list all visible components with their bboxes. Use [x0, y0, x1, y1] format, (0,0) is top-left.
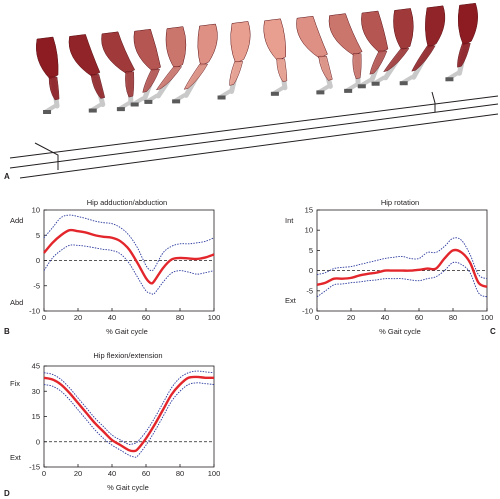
- chart-d-xtick-label: 100: [208, 469, 221, 478]
- chart-b-xtick-label: 40: [108, 313, 116, 322]
- panel-label-c: C: [490, 327, 496, 336]
- leg-frame: [144, 26, 187, 104]
- chart-b-ytick-label: -5: [33, 281, 40, 290]
- chart-c-side-top: Int: [285, 216, 294, 225]
- chart-c-xtick-label: 80: [449, 313, 457, 322]
- chart-d-series-lower: [43, 382, 215, 458]
- leg-frame: [371, 8, 414, 86]
- chart-d-ytick-label: -15: [29, 463, 40, 472]
- chart-b-ytick-label: 10: [32, 206, 40, 215]
- panel-label-d: D: [4, 489, 10, 498]
- chart-c-ytick-label: -10: [302, 307, 313, 316]
- leg-frame: [217, 21, 251, 100]
- chart-d-xlabel: % Gait cycle: [107, 483, 149, 492]
- leg-frame: [172, 23, 218, 104]
- chart-hip-adduction-abduction: Hip adduction/abduction Add Abd % Gait c…: [4, 198, 220, 336]
- leg-frame: [445, 2, 478, 82]
- chart-d-side-bottom: Ext: [10, 453, 22, 462]
- chart-b-ytick-label: -10: [29, 307, 40, 316]
- chart-c-frame: [316, 209, 488, 312]
- chart-c-xlabel: % Gait cycle: [379, 327, 421, 336]
- chart-d-xtick-label: 40: [108, 469, 116, 478]
- chart-c-series-upper: [316, 237, 488, 280]
- chart-c-series-lower: [316, 261, 488, 298]
- chart-c-xtick-label: 60: [415, 313, 423, 322]
- chart-d-series-upper: [43, 370, 215, 445]
- chart-c-xtick-label: 20: [347, 313, 355, 322]
- gait-illustration: A: [4, 2, 499, 181]
- chart-b-ytick-label: 0: [36, 256, 40, 265]
- chart-b-xtick-label: 100: [208, 313, 221, 322]
- chart-b-xlabel: % Gait cycle: [106, 327, 148, 336]
- leg-frame: [357, 10, 389, 89]
- chart-d-title: Hip flexion/extension: [93, 351, 162, 360]
- chart-b-series-upper: [43, 214, 215, 272]
- chart-b-series-mean: [43, 228, 215, 285]
- leg-frame: [101, 31, 136, 112]
- chart-c-ytick-label: 0: [309, 266, 313, 275]
- chart-d-xtick-label: 80: [176, 469, 184, 478]
- leg-frame: [328, 13, 363, 93]
- chart-c-xtick-label: 0: [315, 313, 319, 322]
- chart-d-frame: [43, 365, 215, 468]
- leg-frame: [296, 15, 333, 95]
- leg-frame: [399, 5, 446, 86]
- chart-b-xtick-label: 60: [142, 313, 150, 322]
- chart-d-xtick-label: 60: [142, 469, 150, 478]
- chart-c-ytick-label: -5: [306, 286, 313, 295]
- chart-d-ytick-label: 0: [36, 437, 40, 446]
- chart-b-xtick-label: 0: [42, 313, 46, 322]
- leg-frame: [263, 18, 288, 96]
- chart-b-xtick-label: 80: [176, 313, 184, 322]
- chart-c-side-bottom: Ext: [285, 296, 297, 305]
- chart-b-xtick-label: 20: [74, 313, 82, 322]
- chart-c-xtick-label: 40: [381, 313, 389, 322]
- leg-frame: [130, 28, 161, 107]
- panel-label-a: A: [4, 172, 10, 181]
- chart-b-side-top: Add: [10, 216, 23, 225]
- chart-hip-rotation: Hip rotation Int Ext % Gait cycle C 0 20 4…: [285, 198, 496, 336]
- chart-d-ytick-label: 45: [32, 362, 40, 371]
- chart-b-series-lower: [43, 244, 215, 295]
- chart-d-series-mean: [43, 375, 215, 453]
- chart-c-ytick-label: 5: [309, 246, 313, 255]
- chart-d-xtick-label: 20: [74, 469, 82, 478]
- chart-b-side-bottom: Abd: [10, 298, 23, 307]
- chart-b-ytick-label: 5: [36, 231, 40, 240]
- chart-hip-flexion-extension: Hip flexion/extension Fix Ext % Gait cyc…: [4, 351, 220, 498]
- chart-c-title: Hip rotation: [381, 198, 419, 207]
- chart-c-ytick-label: 10: [305, 226, 313, 235]
- walkway-platform: [9, 91, 499, 179]
- panel-label-b: B: [4, 327, 10, 336]
- chart-c-series-mean: [316, 248, 488, 288]
- chart-b-title: Hip adduction/abduction: [87, 198, 167, 207]
- chart-d-ytick-label: 30: [32, 387, 40, 396]
- chart-c-xtick-label: 100: [481, 313, 494, 322]
- chart-d-xtick-label: 0: [42, 469, 46, 478]
- leg-frame: [68, 34, 106, 113]
- chart-d-ytick-label: 15: [32, 412, 40, 421]
- walking-leg-sequence-icon: [36, 2, 478, 114]
- chart-d-side-top: Fix: [10, 379, 20, 388]
- chart-c-ytick-label: 15: [305, 206, 313, 215]
- leg-frame: [36, 36, 60, 114]
